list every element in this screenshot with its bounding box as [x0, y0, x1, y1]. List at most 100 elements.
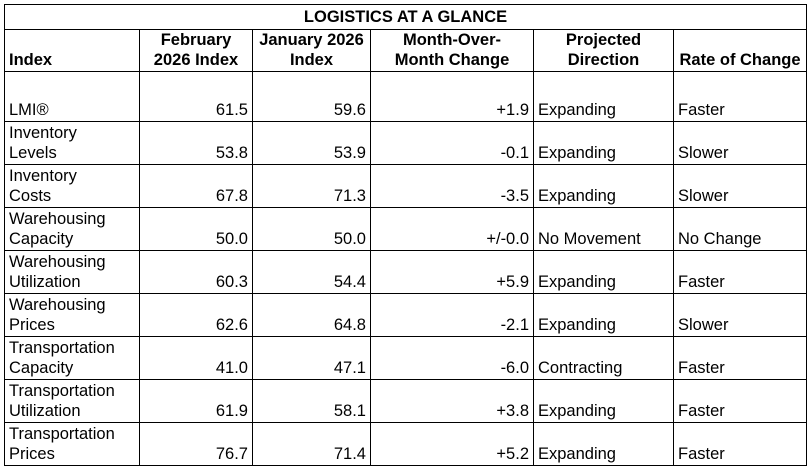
cell-text: Warehousing Capacity: [9, 210, 106, 248]
cell-text: Inventory Costs: [9, 167, 77, 205]
data-cell: 47.1: [252, 336, 371, 380]
table-row: Transportation Prices 76.7 71.4 +5.2 Expandi…: [4, 422, 808, 466]
header-cell: Index: [4, 29, 140, 72]
cell-text: -2.1: [500, 316, 529, 334]
data-cell: 53.8: [139, 121, 253, 165]
data-cell: Expanding: [533, 422, 674, 466]
header-cell: Month-Over-Month Change: [370, 29, 534, 72]
data-cell: No Change: [672, 207, 808, 251]
index-cell: LMI®: [4, 71, 140, 122]
header-text: Rate of Change: [679, 51, 801, 69]
data-cell: 60.3: [139, 250, 253, 294]
cell-text: 61.9: [215, 402, 248, 420]
index-cell: Inventory Levels: [4, 121, 140, 165]
cell-text: -6.0: [500, 359, 529, 377]
cell-text: LMI®: [9, 101, 49, 119]
cell-text: No Change: [678, 230, 762, 248]
data-cell: 61.5: [139, 71, 253, 122]
table-row: Transportation Utilization 61.9 58.1 +3.8 Ex…: [4, 379, 808, 423]
header-cell: January 2026 Index: [252, 29, 371, 72]
data-cell: -3.5: [370, 164, 534, 208]
index-cell: Warehousing Utilization: [4, 250, 140, 294]
header-text: Projected Direction: [565, 31, 642, 69]
cell-text: 47.1: [333, 359, 366, 377]
cell-text: Expanding: [538, 101, 616, 119]
cell-text: Transportation Utilization: [9, 382, 115, 420]
data-cell: Expanding: [533, 250, 674, 294]
data-cell: Faster: [672, 379, 808, 423]
header-row: Index February 2026 Index January 2026 Ind…: [4, 29, 808, 72]
data-cell: Slower: [672, 121, 808, 165]
cell-text: 61.5: [215, 101, 248, 119]
cell-text: 62.6: [215, 316, 248, 334]
cell-text: Faster: [678, 359, 725, 377]
table-row: Warehousing Utilization 60.3 54.4 +5.9 Expan…: [4, 250, 808, 294]
data-cell: 59.6: [252, 71, 371, 122]
header-text: Index: [9, 51, 53, 69]
data-cell: Expanding: [533, 164, 674, 208]
index-cell: Warehousing Capacity: [4, 207, 140, 251]
header-text: February 2026 Index: [153, 31, 239, 69]
cell-text: +/-0.0: [486, 230, 529, 248]
cell-text: Faster: [678, 445, 725, 463]
cell-text: 50.0: [333, 230, 366, 248]
table-row: Warehousing Prices 62.6 64.8 -2.1 Expanding S…: [4, 293, 808, 337]
index-cell: Warehousing Prices: [4, 293, 140, 337]
data-cell: 50.0: [139, 207, 253, 251]
cell-text: Expanding: [538, 402, 616, 420]
cell-text: 41.0: [215, 359, 248, 377]
data-cell: -2.1: [370, 293, 534, 337]
cell-text: Slower: [678, 144, 729, 162]
cell-text: 71.4: [333, 445, 366, 463]
cell-text: 58.1: [333, 402, 366, 420]
cell-text: Warehousing Utilization: [9, 253, 106, 291]
cell-text: Faster: [678, 101, 725, 119]
data-cell: 61.9: [139, 379, 253, 423]
cell-text: Slower: [678, 187, 729, 205]
cell-text: 64.8: [333, 316, 366, 334]
data-cell: No Movement: [533, 207, 674, 251]
cell-text: Slower: [678, 316, 729, 334]
cell-text: No Movement: [538, 230, 641, 248]
data-cell: Faster: [672, 422, 808, 466]
cell-text: Transportation Capacity: [9, 339, 115, 377]
data-cell: Expanding: [533, 121, 674, 165]
table-title: LOGISTICS AT A GLANCE: [3, 4, 808, 30]
data-cell: 62.6: [139, 293, 253, 337]
table-row: LMI® 61.5 59.6 +1.9 Expanding Faster: [4, 71, 808, 122]
data-cell: 58.1: [252, 379, 371, 423]
table-row: Inventory Levels 53.8 53.9 -0.1 Expanding Slo…: [4, 121, 808, 165]
header-text: January 2026 Index: [259, 31, 364, 69]
cell-text: +3.8: [496, 402, 529, 420]
logistics-table: LOGISTICS AT A GLANCE Index February 2026…: [3, 4, 808, 466]
data-cell: 53.9: [252, 121, 371, 165]
cell-text: 60.3: [215, 273, 248, 291]
index-cell: Transportation Prices: [4, 422, 140, 466]
cell-text: +5.9: [496, 273, 529, 291]
table-row: Inventory Costs 67.8 71.3 -3.5 Expanding Slow…: [4, 164, 808, 208]
cell-text: -0.1: [500, 144, 529, 162]
data-cell: Faster: [672, 250, 808, 294]
cell-text: 53.8: [215, 144, 248, 162]
data-cell: 67.8: [139, 164, 253, 208]
header-text: Month-Over-Month Change: [394, 31, 510, 69]
data-cell: 76.7: [139, 422, 253, 466]
data-cell: Faster: [672, 336, 808, 380]
data-cell: +3.8: [370, 379, 534, 423]
cell-text: 76.7: [215, 445, 248, 463]
cell-text: Transportation Prices: [9, 425, 115, 463]
cell-text: Faster: [678, 273, 725, 291]
index-cell: Transportation Utilization: [4, 379, 140, 423]
cell-text: +1.9: [496, 101, 529, 119]
data-cell: 54.4: [252, 250, 371, 294]
cell-text: +5.2: [496, 445, 529, 463]
cell-text: -3.5: [500, 187, 529, 205]
header-cell: Projected Direction: [533, 29, 674, 72]
data-cell: 41.0: [139, 336, 253, 380]
cell-text: 71.3: [333, 187, 366, 205]
data-cell: +1.9: [370, 71, 534, 122]
cell-text: 50.0: [215, 230, 248, 248]
cell-text: Warehousing Prices: [9, 296, 106, 334]
table-row: Warehousing Capacity 50.0 50.0 +/-0.0 No Mov…: [4, 207, 808, 251]
data-cell: 64.8: [252, 293, 371, 337]
